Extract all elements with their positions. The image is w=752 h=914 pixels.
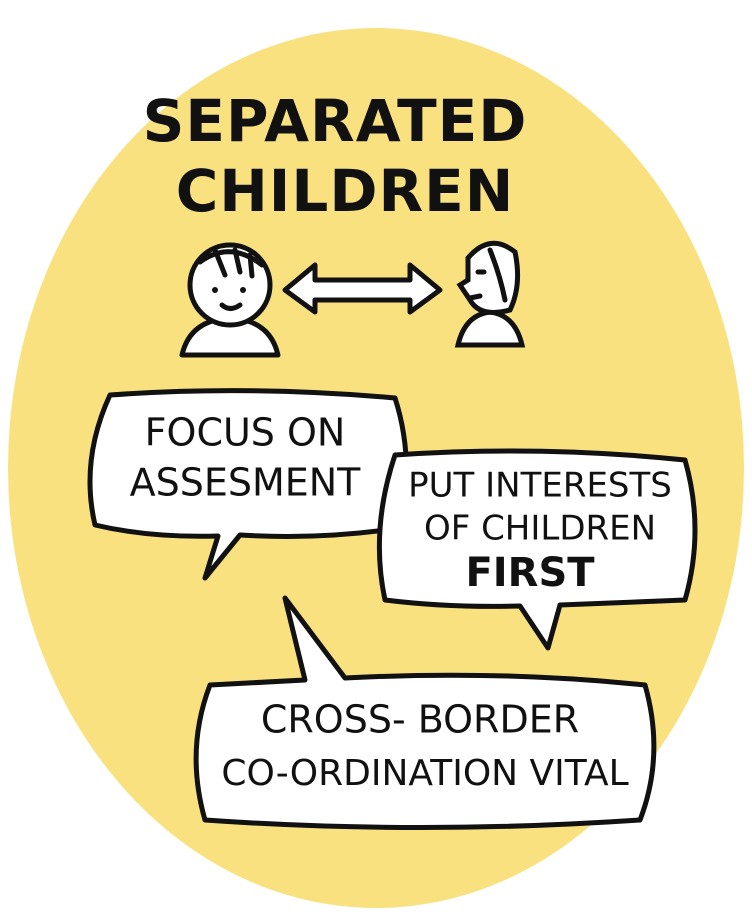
bubble-text: CROSS- BORDER [261,698,579,742]
title-line: CHILDREN [176,157,515,225]
bubble-text: OF CHILDREN [424,509,656,549]
child-figure [182,245,278,355]
drawing-stroke [240,287,246,293]
drawing-stroke [212,287,218,293]
bubble-text: CO-ORDINATION VITAL [221,753,628,794]
drawing-stroke [190,245,270,325]
page: SEPARATED CHILDREN FOCUS ON ASSESMENT PU… [0,0,752,914]
bubble-text: ASSESMENT [130,461,362,505]
title-line: SEPARATED [143,87,528,155]
adult-figure [458,243,522,345]
bubble-text: FIRST [465,550,595,596]
illustration: SEPARATED CHILDREN FOCUS ON ASSESMENT PU… [0,0,752,914]
bubble-text: PUT INTERESTS [408,466,672,506]
bubble-text: FOCUS ON [145,411,346,455]
